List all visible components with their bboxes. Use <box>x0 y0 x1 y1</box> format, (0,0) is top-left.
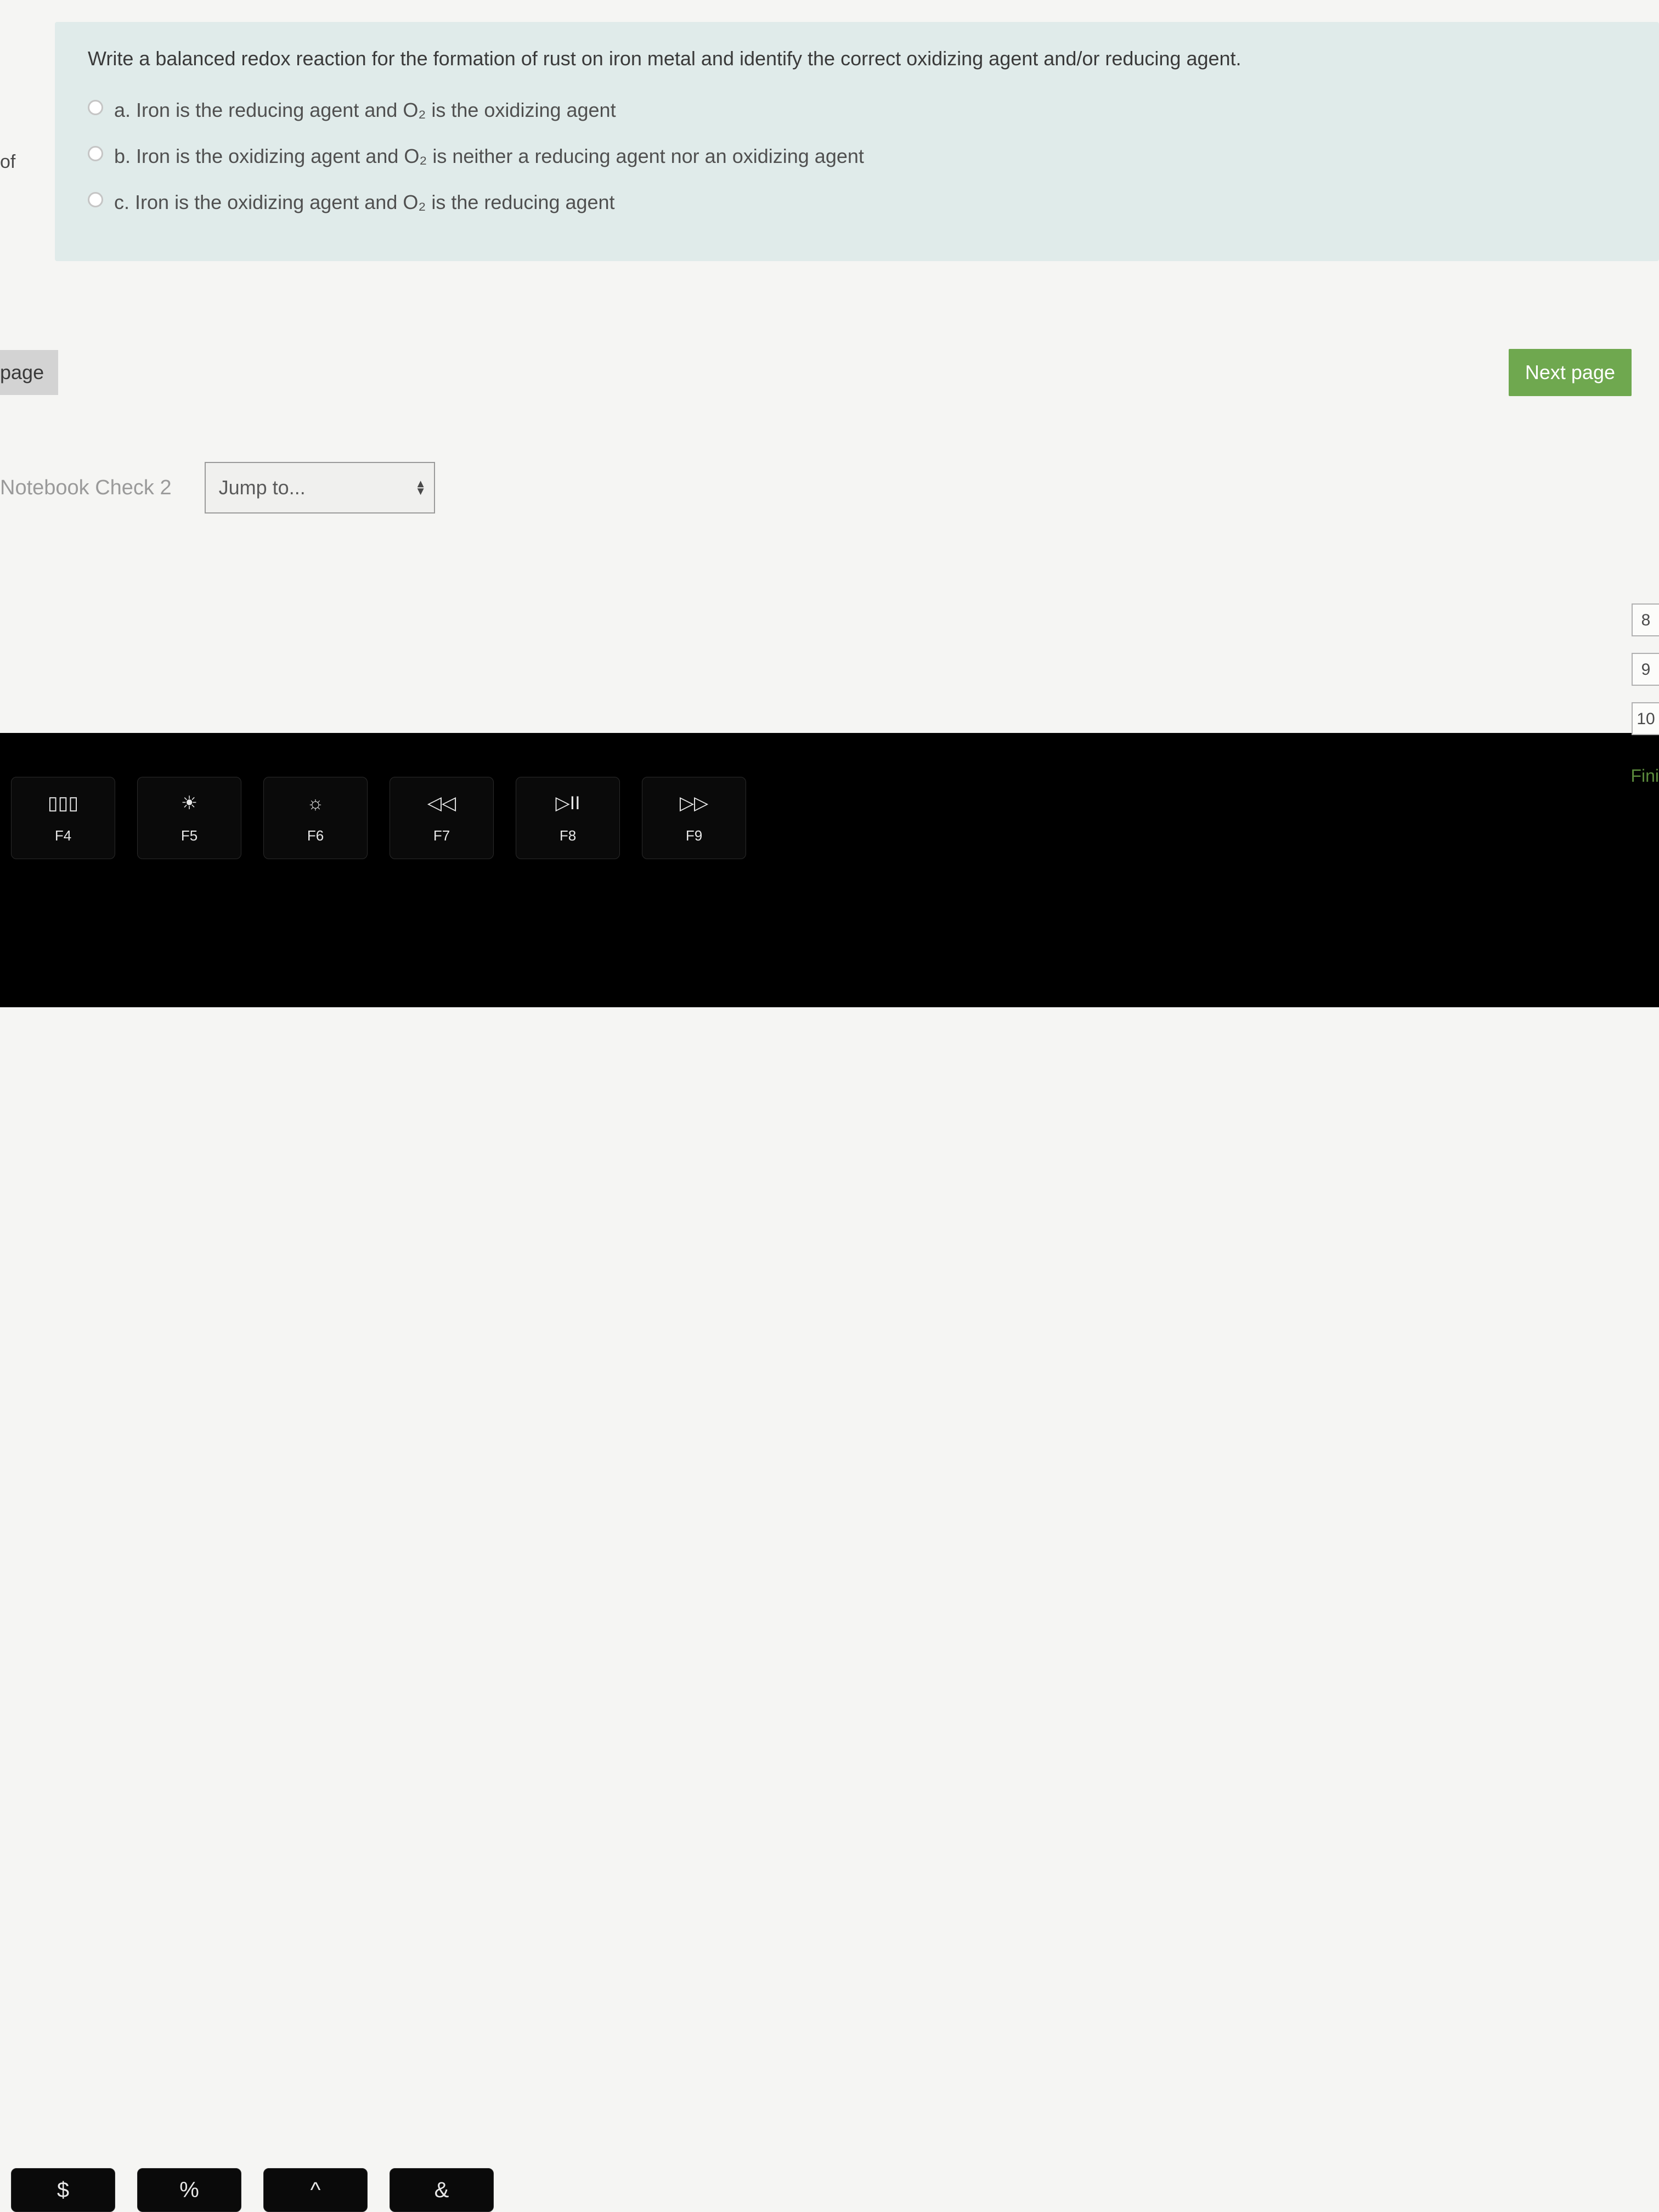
option-a[interactable]: a. Iron is the reducing agent and O₂ is … <box>88 95 1626 125</box>
radio-icon[interactable] <box>88 192 103 207</box>
option-label: Iron is the reducing agent and O₂ is the… <box>136 99 616 121</box>
option-label: Iron is the oxidizing agent and O₂ is th… <box>135 191 615 213</box>
option-c[interactable]: c. Iron is the oxidizing agent and O₂ is… <box>88 188 1626 217</box>
option-b[interactable]: b. Iron is the oxidizing agent and O₂ is… <box>88 142 1626 171</box>
key-percent: % <box>137 2168 241 2212</box>
radio-icon[interactable] <box>88 100 103 115</box>
option-label: Iron is the oxidizing agent and O₂ is ne… <box>136 145 864 167</box>
key-f5: ☀ F5 <box>137 777 241 859</box>
nav-row: page Next page <box>0 349 1632 396</box>
next-page-button[interactable]: Next page <box>1509 349 1632 396</box>
key-f9: ▷▷ F9 <box>642 777 746 859</box>
option-text: c. Iron is the oxidizing agent and O₂ is… <box>114 188 615 217</box>
rewind-icon: ◁◁ <box>427 789 456 817</box>
key-label: F7 <box>433 825 450 847</box>
physical-keyboard: ▯▯▯ F4 ☀ F5 ☼ F6 ◁◁ F7 ▷II F8 ▷▷ F9 $ % … <box>0 733 1659 1007</box>
question-nav-8[interactable]: 8 <box>1632 603 1659 636</box>
option-letter: a. <box>114 99 131 121</box>
key-f7: ◁◁ F7 <box>390 777 494 859</box>
option-letter: b. <box>114 145 131 167</box>
jump-to-select[interactable]: Jump to... ▴▾ <box>205 462 435 514</box>
key-label: F5 <box>181 825 198 847</box>
key-label: F9 <box>686 825 702 847</box>
jump-to-placeholder: Jump to... <box>219 476 306 499</box>
key-caret: ^ <box>263 2168 368 2212</box>
key-f6: ☼ F6 <box>263 777 368 859</box>
question-nav-9[interactable]: 9 <box>1632 653 1659 686</box>
brightness-up-icon: ☼ <box>307 789 324 817</box>
question-prompt: Write a balanced redox reaction for the … <box>88 44 1626 74</box>
notebook-title: Notebook Check 2 <box>0 472 172 504</box>
option-text: b. Iron is the oxidizing agent and O₂ is… <box>114 142 864 171</box>
left-of-label: of <box>0 143 20 182</box>
brightness-down-icon: ☀ <box>181 789 198 817</box>
launchpad-icon: ▯▯▯ <box>48 789 78 817</box>
key-f8: ▷II F8 <box>516 777 620 859</box>
key-dollar: $ <box>11 2168 115 2212</box>
key-f4: ▯▯▯ F4 <box>11 777 115 859</box>
question-card: Write a balanced redox reaction for the … <box>55 22 1659 261</box>
option-text: a. Iron is the reducing agent and O₂ is … <box>114 95 616 125</box>
select-arrows-icon: ▴▾ <box>417 480 424 496</box>
radio-icon[interactable] <box>88 146 103 161</box>
quiz-screen: of Write a balanced redox reaction for t… <box>0 0 1659 2212</box>
key-label: F4 <box>55 825 71 847</box>
question-nav-10[interactable]: 10 <box>1632 702 1659 735</box>
key-label: F6 <box>307 825 324 847</box>
prev-page-button[interactable]: page <box>0 350 58 395</box>
key-label: F8 <box>560 825 576 847</box>
play-pause-icon: ▷II <box>555 789 580 817</box>
finish-label[interactable]: Fini <box>1630 752 1659 789</box>
fast-forward-icon: ▷▷ <box>680 789 708 817</box>
key-amp: & <box>390 2168 494 2212</box>
keyboard-number-row: $ % ^ & <box>0 2168 505 2212</box>
option-letter: c. <box>114 191 129 213</box>
question-nav-strip: 8 9 10 Fini <box>1626 603 1659 789</box>
jump-row: Notebook Check 2 Jump to... ▴▾ <box>0 462 1659 514</box>
